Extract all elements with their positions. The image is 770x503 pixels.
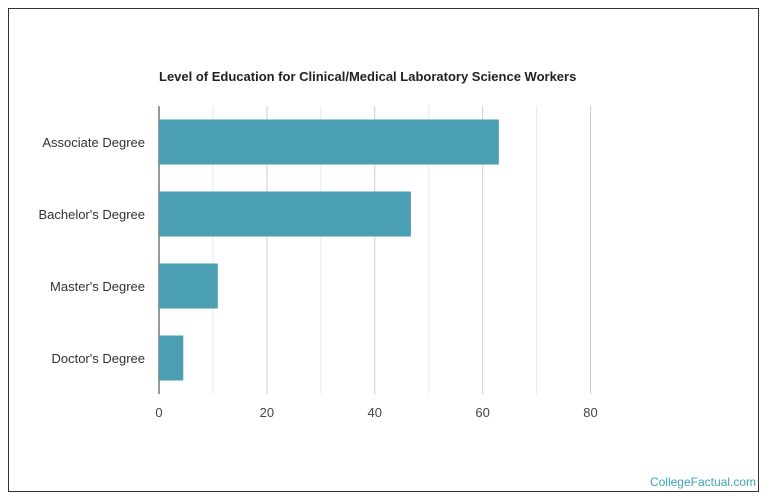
bar[interactable] — [159, 119, 499, 165]
category-label: Bachelor's Degree — [38, 207, 145, 222]
category-label: Doctor's Degree — [51, 351, 145, 366]
x-tick-label: 0 — [155, 405, 162, 420]
bars — [159, 119, 499, 381]
x-tick-label: 40 — [368, 405, 382, 420]
chart-title: Level of Education for Clinical/Medical … — [159, 69, 576, 84]
source-credit[interactable]: CollegeFactual.com — [649, 475, 756, 489]
x-tick-labels: 0 20 40 60 80 — [155, 405, 597, 420]
x-tick-label: 80 — [583, 405, 597, 420]
chart-frame — [8, 8, 759, 492]
bar[interactable] — [159, 191, 411, 237]
bar[interactable] — [159, 335, 184, 381]
x-tick-label: 60 — [475, 405, 489, 420]
category-label: Associate Degree — [42, 135, 145, 150]
category-labels: Associate Degree Bachelor's Degree Master'… — [38, 135, 145, 366]
bar[interactable] — [159, 263, 218, 309]
category-label: Master's Degree — [50, 279, 145, 294]
x-tick-label: 20 — [260, 405, 274, 420]
